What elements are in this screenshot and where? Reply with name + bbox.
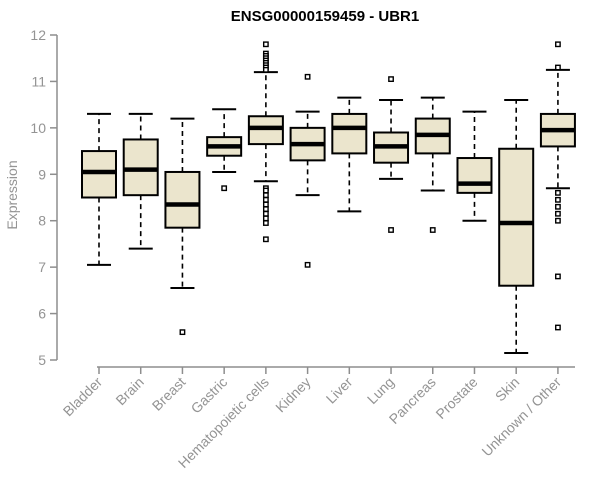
outlier-point: [262, 220, 269, 226]
iqr-box: [81, 150, 117, 199]
outlier-point: [262, 236, 269, 243]
outlier-point: [304, 73, 311, 80]
iqr-box: [498, 147, 535, 287]
outlier-point: [555, 189, 561, 196]
boxplot-gastric: [206, 108, 243, 192]
boxplot-hematopoietic-cells: [247, 41, 284, 243]
y-tick-label-12: 12: [30, 27, 46, 43]
outlier-point: [262, 215, 269, 222]
boxplot-skin: [498, 99, 535, 355]
x-tick-label-1: Brain: [112, 374, 146, 408]
x-tick-label-7: Lung: [364, 374, 397, 407]
x-tick-label-2: Breast: [149, 374, 189, 414]
outlier-point: [388, 76, 394, 83]
y-tick-label-5: 5: [38, 352, 46, 368]
y-tick-label-9: 9: [38, 166, 46, 182]
outlier-point: [429, 227, 436, 233]
iqr-box: [122, 138, 159, 197]
boxplot-brain: [122, 112, 159, 250]
outlier-point: [555, 217, 561, 224]
outlier-point: [262, 206, 269, 213]
iqr-box: [331, 112, 368, 155]
outlier-point: [555, 203, 561, 210]
outlier-point: [555, 64, 561, 71]
outlier-point: [262, 196, 269, 203]
iqr-box: [456, 157, 493, 194]
outlier-point: [555, 273, 561, 280]
y-tick-label-10: 10: [30, 120, 46, 136]
x-tick-label-9: Prostate: [432, 374, 480, 422]
outlier-point: [262, 41, 269, 48]
outlier-point: [555, 41, 561, 48]
outlier-point: [555, 196, 561, 203]
iqr-box: [247, 115, 284, 146]
outlier-point: [388, 227, 394, 233]
y-tick-label-7: 7: [38, 259, 46, 275]
boxplot-prostate: [456, 110, 493, 222]
outlier-point: [262, 201, 269, 208]
boxplot-pancreas: [414, 96, 451, 233]
y-tick-label-11: 11: [31, 73, 46, 89]
boxplot-bladder: [81, 112, 117, 266]
outlier-point: [262, 192, 269, 199]
x-tick-label-6: Liver: [323, 374, 356, 407]
boxplot-kidney: [289, 73, 326, 268]
x-tick-label-11: Unknown / Other: [478, 374, 564, 460]
chart-title: ENSG00000159459 - UBR1: [230, 8, 420, 25]
outlier-point: [555, 324, 561, 331]
outlier-point: [179, 329, 186, 336]
x-tick-label-10: Skin: [492, 374, 523, 405]
x-tick-label-5: Kidney: [272, 374, 314, 416]
outlier-point: [262, 187, 269, 194]
y-tick-label-6: 6: [38, 306, 46, 322]
boxplot-lung: [373, 76, 410, 233]
y-tick-label-8: 8: [38, 213, 46, 229]
iqr-box: [164, 170, 201, 229]
boxplot-breast: [164, 117, 201, 336]
boxplot-unknown-other: [539, 41, 576, 331]
x-tick-label-0: Bladder: [60, 374, 106, 420]
outlier-point: [262, 66, 269, 73]
boxplot-liver: [331, 96, 368, 213]
outlier-point: [304, 261, 311, 268]
outlier-point: [221, 185, 228, 192]
outlier-point: [555, 210, 561, 217]
outlier-point: [262, 210, 269, 217]
